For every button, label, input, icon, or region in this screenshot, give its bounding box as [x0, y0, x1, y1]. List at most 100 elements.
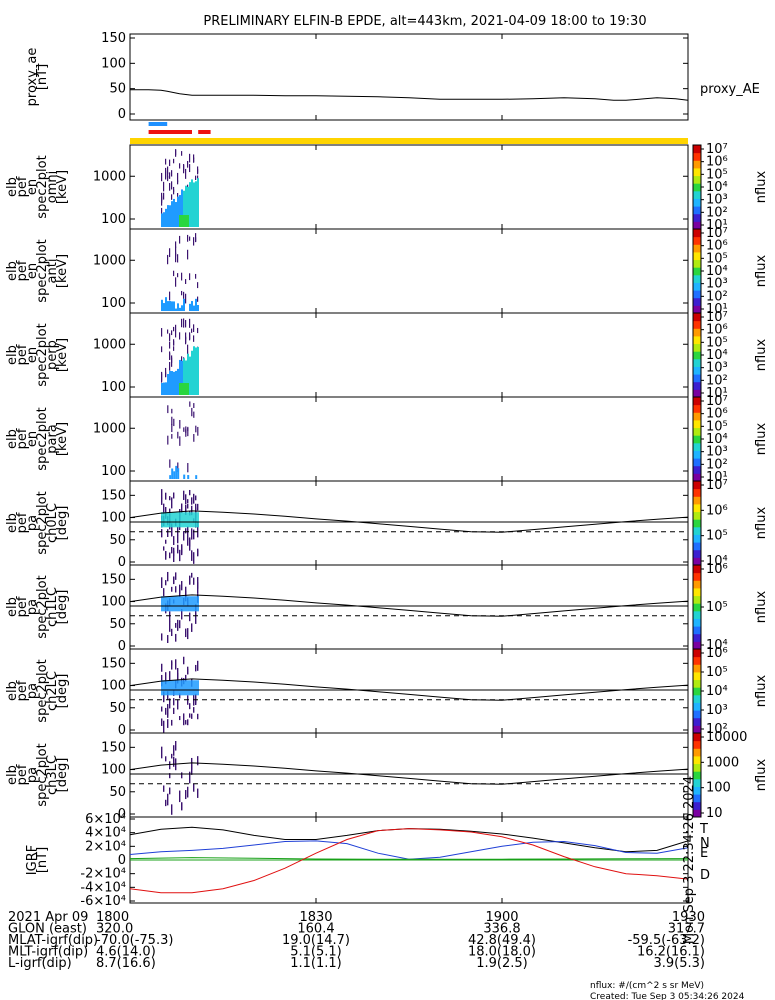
pa_ch1-mark [177, 619, 179, 631]
spec_omni-mark [177, 193, 179, 199]
spec_omni-mark [189, 153, 191, 163]
spec_omni-fill [177, 196, 179, 227]
annot-value-3-3: 16.2(16.1) [637, 945, 705, 960]
spec_perp-fill [163, 382, 165, 395]
spec_perp-fill [193, 346, 195, 395]
spec_perp-core [185, 383, 187, 395]
pa_ch2-mark [191, 713, 193, 719]
colorbar-spec_anti-seg-6 [693, 259, 701, 268]
spec_anti-mark [177, 273, 179, 278]
annot-value-1-1: 160.4 [297, 922, 334, 937]
spec_perp-fill [179, 359, 181, 395]
pa_ch1-mark [163, 588, 165, 597]
pa_ch3-mark [185, 790, 187, 800]
pa_ch2-ylabel-2: pa [25, 683, 40, 699]
colorbar-spec_perp-ticklabel-4: 10⁵ [706, 335, 728, 350]
colorbar-spec_para-seg-2 [693, 458, 701, 467]
spec_para-100-ytick-label: 100 [101, 464, 126, 479]
pa_ch0-core [177, 512, 179, 528]
pa_ch1-core [175, 596, 177, 612]
colorbar-spec_para-seg-10 [693, 397, 701, 406]
pa_ch0-mark [193, 493, 195, 504]
colorbar-spec_anti-ticklabel-5: 10⁶ [706, 239, 728, 254]
colorbar-pa_ch0-seg-5 [693, 519, 701, 528]
spec_perp-ylabel-5: [keV] [55, 338, 70, 372]
annot-value-3-0: 4.6(14.0) [96, 945, 156, 960]
colorbar-spec_para-seg-8 [693, 412, 701, 421]
pa_ch2-mark [179, 693, 181, 699]
pa_ch1-mark [167, 635, 169, 644]
colorbar-pa_ch0-seg-2 [693, 542, 701, 551]
annot-value-0-2: 1900 [485, 910, 518, 925]
spec_para-mark [191, 407, 193, 417]
pa_ch0-0-ytick-label: 0 [118, 555, 126, 570]
spec_anti-1000-ytick-label: 1000 [93, 253, 126, 268]
colorbar-pa_ch2-ticklabel-4: 10⁶ [706, 646, 728, 661]
annot-label-3: MLT-igrf(dip) [8, 945, 88, 960]
spec_para-fill [171, 468, 174, 479]
pa_ch0-ylabel-5: [deg] [55, 506, 70, 541]
pa_ch1-mark [161, 633, 163, 641]
pa_ch2-ylabel-3: spec2plot [35, 659, 50, 722]
spec_para-ylabel-3: spec2plot [35, 407, 50, 470]
colorbar-spec_anti-seg-7 [693, 251, 701, 261]
spec_para-mark [169, 459, 171, 468]
colorbar-pa_ch2-label: nflux [754, 675, 769, 708]
spec_anti-mark [185, 293, 187, 304]
spec_omni-ylabel-0: elb [5, 177, 20, 197]
spec_omni-fill [183, 190, 185, 227]
pa_ch3-mark [197, 756, 199, 766]
colorbar-spec_anti-ticklabel-1: 10² [706, 289, 728, 304]
spec_omni-core [187, 215, 189, 227]
colorbar-pa_ch3-seg-9 [693, 740, 701, 749]
pa_ch2-core [181, 680, 183, 696]
pa_ch2-mark [183, 656, 185, 665]
pa_ch1-mark [189, 612, 191, 622]
pa_ch2-mark [183, 713, 185, 726]
spec_anti-ylabel-0: elb [5, 261, 20, 281]
colorbar-pa_ch1-seg-0 [693, 641, 701, 650]
pa_ch0-mark [181, 503, 183, 513]
spec_omni-mark [169, 159, 171, 167]
spec_para-mark [193, 434, 195, 442]
spec_omni-mark [173, 189, 175, 195]
colorbar-spec_perp-seg-7 [693, 335, 701, 345]
spec_para-mark [171, 424, 173, 433]
pa_ch1-mark [191, 572, 193, 578]
colorbar-spec_anti-ticklabel-3: 10⁴ [706, 264, 728, 279]
spec_omni-fill [189, 182, 191, 227]
colorbar-spec_anti-seg-4 [693, 274, 701, 283]
pa_ch0-core [183, 512, 185, 528]
colorbar-spec_omni-ticklabel-1: 10² [706, 205, 728, 220]
pa_ch0-mark [197, 550, 199, 556]
pa_ch3-ylabel-0: elb [5, 765, 20, 785]
annot-value-3-1: 5.1(5.1) [290, 945, 342, 960]
colorbar-spec_perp-seg-3 [693, 366, 701, 375]
colorbar-spec_perp-seg-0 [693, 389, 701, 398]
pa_ch3-mark [169, 787, 171, 795]
colorbar-pa_ch0-seg-9 [693, 488, 701, 497]
colorbar-spec_omni-seg-2 [693, 206, 701, 215]
bar-yellow [130, 138, 688, 144]
colorbar-spec_omni-seg-1 [693, 213, 701, 222]
colorbar-spec_perp-ticklabel-6: 10⁷ [706, 310, 728, 325]
colorbar-spec_para-seg-0 [693, 473, 701, 482]
colorbar-pa_ch2: 10² 10³ 10⁴ 10⁵ 10⁶ nflux [692, 646, 769, 737]
pa_ch0-mark [171, 547, 173, 554]
spec_para-mark [173, 418, 175, 427]
pa_ch1-2-ytick-label: 100 [101, 595, 126, 610]
spec_perp-core [187, 383, 189, 395]
spec_omni-mark [167, 175, 169, 182]
colorbar-pa_ch0-seg-7 [693, 503, 701, 513]
colorbar-pa_ch1-seg-7 [693, 587, 701, 597]
colorbar-pa_ch3-seg-4 [693, 778, 701, 787]
pa_ch2-2-ytick-label: 100 [101, 679, 126, 694]
spec_para-fill [175, 465, 178, 479]
spec_anti-mark [181, 272, 183, 281]
spec_omni-mark [183, 164, 185, 171]
pa_ch1-mark [175, 572, 177, 580]
spec_perp-fill [185, 360, 187, 395]
